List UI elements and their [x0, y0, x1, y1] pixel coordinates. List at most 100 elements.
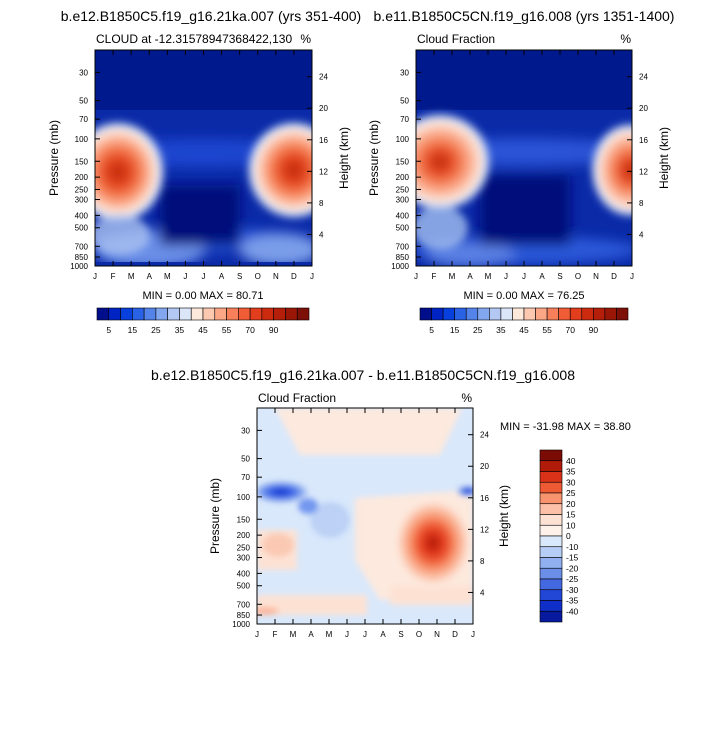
y-tick-label: 850 [396, 253, 410, 262]
x-tick-label: M [164, 272, 171, 281]
colorbar-swatch [539, 610, 563, 623]
panel-3-stats: MIN = -31.98 MAX = 38.80 [500, 421, 631, 433]
panel-2-ylabel: Pressure (mb) [367, 120, 381, 196]
colorbar-swatch [539, 578, 563, 591]
y-tick-label: 150 [237, 515, 251, 524]
colorbar-label: -30 [566, 585, 579, 595]
y-tick-label: 500 [75, 224, 89, 233]
colorbar-label: 10 [566, 520, 576, 530]
x-tick-label: J [471, 630, 475, 639]
colorbar-label: -10 [566, 542, 579, 552]
colorbar-swatch [261, 307, 274, 321]
x-tick-label: J [183, 272, 187, 281]
y-right-tick-label: 20 [319, 104, 328, 113]
colorbar-swatch [539, 460, 563, 472]
x-tick-label: J [504, 272, 508, 281]
colorbar-swatch [539, 503, 563, 515]
colorbar-swatch [539, 546, 563, 558]
x-tick-label: M [290, 630, 297, 639]
x-tick-label: F [432, 272, 437, 281]
y-tick-label: 250 [237, 543, 251, 552]
colorbar-swatch [273, 307, 286, 321]
colorbar-label: 0 [566, 531, 571, 541]
colorbar-swatch [431, 307, 444, 321]
y-right-tick-label: 12 [319, 167, 328, 176]
panel-2-colorbar: 5 15 25 35 45 55 70 90 [419, 307, 629, 335]
colorbar-label: 15 [450, 325, 460, 335]
colorbar-label: 25 [473, 325, 483, 335]
colorbar-swatch [96, 307, 110, 321]
colorbar-label: 90 [589, 325, 599, 335]
colorbar-label: 25 [566, 488, 576, 498]
y-tick-label: 700 [75, 242, 89, 251]
colorbar-swatch [477, 307, 490, 321]
y-right-tick-label: 4 [639, 230, 644, 239]
panel-2: b.e11.B1850C5CN.f19_g16.008 (yrs 1351-14… [367, 8, 674, 335]
x-tick-label: J [363, 630, 367, 639]
x-tick-label: N [434, 630, 440, 639]
colorbar-swatch [558, 307, 571, 321]
panel-2-left-label: Cloud Fraction [417, 32, 495, 46]
colorbar-swatch [226, 307, 239, 321]
panel-1-colorbar: 5 15 25 35 45 55 70 90 [96, 307, 310, 335]
x-tick-label: F [111, 272, 116, 281]
y-tick-label: 850 [237, 611, 251, 620]
colorbar-swatch [539, 600, 563, 612]
colorbar-label: 5 [429, 325, 434, 335]
colorbar-label: 45 [198, 325, 208, 335]
colorbar-swatch [616, 307, 629, 321]
y-right-tick-label: 16 [639, 136, 648, 145]
colorbar-label: -35 [566, 596, 579, 606]
colorbar-label: 30 [566, 477, 576, 487]
y-tick-label: 1000 [232, 620, 250, 629]
panel-3-field [257, 408, 473, 624]
y-tick-label: 30 [79, 68, 88, 77]
panel-3: b.e12.B1850C5.f19_g16.21ka.007 - b.e11.B… [151, 367, 631, 639]
colorbar-swatch [535, 307, 548, 321]
x-tick-label: S [557, 272, 562, 281]
x-tick-label: J [630, 272, 634, 281]
panel-2-field [416, 50, 632, 266]
x-tick-label: D [611, 272, 617, 281]
y-tick-label: 100 [75, 135, 89, 144]
x-tick-label: M [449, 272, 456, 281]
x-tick-label: N [593, 272, 599, 281]
panel-3-right-label: % [461, 391, 472, 405]
y-right-tick-label: 16 [480, 494, 489, 503]
colorbar-swatch [419, 307, 432, 321]
colorbar-swatch [500, 307, 513, 321]
colorbar-label: 5 [106, 325, 111, 335]
y-tick-label: 100 [396, 135, 410, 144]
y-tick-label: 30 [241, 426, 250, 435]
y-right-tick-label: 8 [480, 557, 485, 566]
x-tick-label: A [147, 272, 153, 281]
y-tick-label: 50 [241, 455, 250, 464]
y-tick-label: 70 [79, 115, 88, 124]
y-tick-label: 50 [400, 97, 409, 106]
panel-1-stats: MIN = 0.00 MAX = 80.71 [142, 290, 263, 302]
y-tick-label: 850 [75, 253, 89, 262]
y-right-tick-label: 20 [639, 104, 648, 113]
y-tick-label: 1000 [70, 262, 88, 271]
colorbar-swatch [523, 307, 536, 321]
colorbar-label: 20 [566, 499, 576, 509]
colorbar-swatch [539, 471, 563, 483]
y-tick-label: 200 [396, 173, 410, 182]
y-tick-label: 300 [237, 554, 251, 563]
colorbar-swatch [539, 514, 563, 526]
colorbar-swatch [179, 307, 192, 321]
panel-1-left-label: CLOUD at -12.31578947368422,130 [96, 32, 292, 46]
x-tick-label: M [326, 630, 333, 639]
colorbar-swatch [143, 307, 157, 321]
x-tick-label: J [202, 272, 206, 281]
colorbar-swatch [465, 307, 479, 321]
x-tick-label: O [416, 630, 422, 639]
colorbar-label: 55 [222, 325, 232, 335]
colorbar-swatch [167, 307, 180, 321]
y-tick-label: 30 [400, 68, 409, 77]
colorbar-label: 15 [128, 325, 138, 335]
colorbar-swatch [512, 307, 525, 321]
colorbar-swatch [604, 307, 617, 321]
